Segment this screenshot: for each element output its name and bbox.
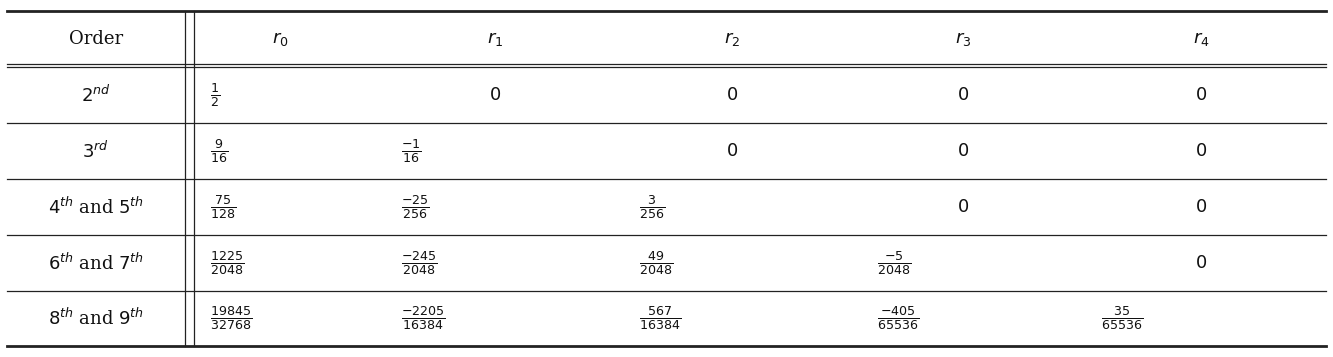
Text: $\frac{-5}{2048}$: $\frac{-5}{2048}$ <box>877 249 910 277</box>
Text: $\frac{-245}{2048}$: $\frac{-245}{2048}$ <box>401 249 439 277</box>
Text: $3^{rd}$: $3^{rd}$ <box>83 141 109 162</box>
Text: $\frac{-405}{65536}$: $\frac{-405}{65536}$ <box>877 305 918 332</box>
Text: $0$: $0$ <box>1194 86 1206 104</box>
Text: $r_1$: $r_1$ <box>487 30 503 48</box>
Text: $0$: $0$ <box>1194 254 1206 272</box>
Text: $0$: $0$ <box>1194 142 1206 160</box>
Text: $2^{nd}$: $2^{nd}$ <box>81 85 111 106</box>
Text: $0$: $0$ <box>489 86 501 104</box>
Text: $r_4$: $r_4$ <box>1193 30 1209 48</box>
Text: $6^{th}$ and $7^{th}$: $6^{th}$ and $7^{th}$ <box>48 252 144 273</box>
Text: $\frac{35}{65536}$: $\frac{35}{65536}$ <box>1101 305 1142 332</box>
Text: $r_3$: $r_3$ <box>956 30 972 48</box>
Text: Order: Order <box>69 30 123 48</box>
Text: $r_2$: $r_2$ <box>724 30 741 48</box>
Text: $r_0$: $r_0$ <box>272 30 289 48</box>
Text: $4^{th}$ and $5^{th}$: $4^{th}$ and $5^{th}$ <box>48 196 144 218</box>
Text: $\frac{75}{128}$: $\frac{75}{128}$ <box>211 193 236 221</box>
Text: $0$: $0$ <box>726 142 738 160</box>
Text: $8^{th}$ and $9^{th}$: $8^{th}$ and $9^{th}$ <box>48 308 144 329</box>
Text: $\frac{49}{2048}$: $\frac{49}{2048}$ <box>639 249 673 277</box>
Text: $\frac{1}{2}$: $\frac{1}{2}$ <box>211 81 220 109</box>
Text: $\frac{19845}{32768}$: $\frac{19845}{32768}$ <box>211 305 252 332</box>
Text: $\frac{9}{16}$: $\frac{9}{16}$ <box>211 137 228 165</box>
Text: $0$: $0$ <box>1194 198 1206 216</box>
Text: $0$: $0$ <box>726 86 738 104</box>
Text: $\frac{-1}{16}$: $\frac{-1}{16}$ <box>401 137 423 165</box>
Text: $\frac{1225}{2048}$: $\frac{1225}{2048}$ <box>211 249 244 277</box>
Text: $\frac{3}{256}$: $\frac{3}{256}$ <box>639 193 665 221</box>
Text: $\frac{-2205}{16384}$: $\frac{-2205}{16384}$ <box>401 305 447 332</box>
Text: $0$: $0$ <box>957 142 969 160</box>
Text: $0$: $0$ <box>957 198 969 216</box>
Text: $\frac{567}{16384}$: $\frac{567}{16384}$ <box>639 305 681 332</box>
Text: $0$: $0$ <box>957 86 969 104</box>
Text: $\frac{-25}{256}$: $\frac{-25}{256}$ <box>401 193 431 221</box>
